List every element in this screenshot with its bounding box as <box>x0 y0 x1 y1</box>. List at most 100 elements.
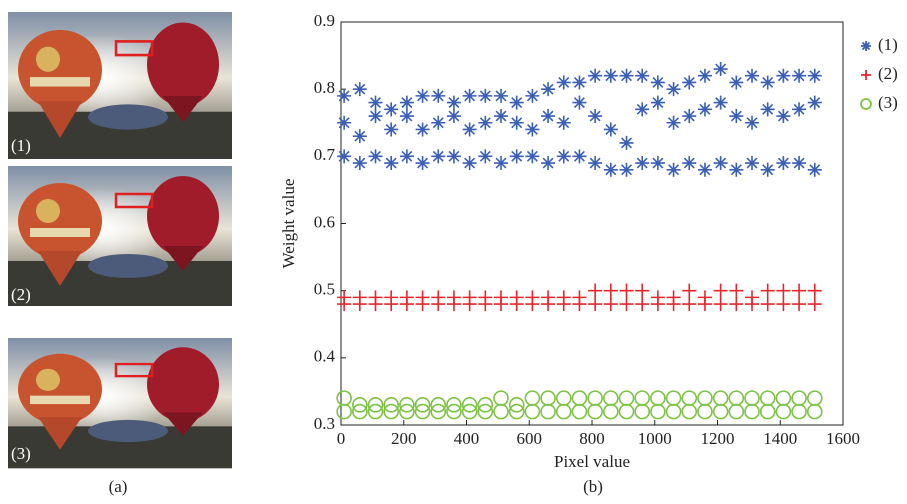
point <box>603 283 618 298</box>
point <box>494 156 509 171</box>
point <box>603 122 618 137</box>
y-axis-label: Weight value <box>279 179 298 269</box>
point <box>446 109 461 124</box>
point <box>603 162 618 177</box>
point <box>494 88 509 103</box>
point <box>603 297 618 312</box>
photo <box>6 164 234 308</box>
point <box>791 390 807 406</box>
point <box>415 297 430 312</box>
point <box>384 102 399 117</box>
point <box>556 297 571 312</box>
point <box>792 283 807 298</box>
point <box>337 115 352 130</box>
point <box>368 95 383 110</box>
point <box>807 162 822 177</box>
point <box>383 403 400 420</box>
point <box>508 397 525 413</box>
point <box>478 88 493 103</box>
point <box>713 62 728 77</box>
point <box>431 149 446 164</box>
x-tick-label: 1000 <box>638 429 672 448</box>
point <box>729 162 744 177</box>
point <box>415 122 430 137</box>
point <box>682 156 697 171</box>
point <box>666 115 681 130</box>
point <box>760 297 775 312</box>
point <box>336 390 352 406</box>
point <box>414 403 431 420</box>
point <box>745 156 760 171</box>
point <box>728 390 745 406</box>
point <box>494 109 509 124</box>
point <box>650 156 665 171</box>
point <box>681 403 698 420</box>
point <box>399 403 415 420</box>
point <box>399 297 414 312</box>
point <box>760 75 775 90</box>
point <box>587 390 603 406</box>
point <box>399 109 414 124</box>
point <box>384 297 399 312</box>
point <box>431 115 446 130</box>
point <box>525 88 540 103</box>
point <box>430 403 447 420</box>
point <box>462 122 477 137</box>
point <box>713 156 728 171</box>
point <box>728 403 745 420</box>
y-tick-label: 0.6 <box>314 212 335 231</box>
photo-label: (3) <box>11 444 31 463</box>
point <box>619 135 634 150</box>
point <box>572 75 587 90</box>
point <box>337 88 352 103</box>
point <box>807 68 822 83</box>
point <box>745 297 760 312</box>
point <box>352 403 368 420</box>
point <box>462 297 477 312</box>
point <box>682 297 697 312</box>
point <box>493 390 509 406</box>
y-tick-label: 0.4 <box>314 347 336 366</box>
point <box>759 403 776 420</box>
point <box>791 403 807 420</box>
point <box>431 88 446 103</box>
point <box>399 149 414 164</box>
point <box>509 95 524 110</box>
point <box>462 88 477 103</box>
point <box>682 75 697 90</box>
point <box>556 75 571 90</box>
point <box>541 82 556 97</box>
point <box>587 403 603 420</box>
point <box>806 403 823 420</box>
point <box>807 283 822 298</box>
point <box>384 122 399 137</box>
point <box>759 390 776 406</box>
point <box>509 149 524 164</box>
y-tick-label: 0.8 <box>314 78 335 97</box>
point <box>775 390 792 406</box>
point <box>776 283 791 298</box>
point <box>352 129 367 144</box>
point <box>588 156 603 171</box>
point <box>541 297 556 312</box>
legend-marker <box>860 98 872 110</box>
point <box>478 115 493 130</box>
legend-label: (3) <box>878 93 898 112</box>
point <box>431 297 446 312</box>
x-axis-label: Pixel value <box>554 452 630 471</box>
point <box>509 115 524 130</box>
point <box>713 95 728 110</box>
point <box>368 109 383 124</box>
point <box>477 403 494 420</box>
point <box>477 397 494 413</box>
point <box>792 297 807 312</box>
point <box>446 149 461 164</box>
point <box>775 403 792 420</box>
point <box>540 390 556 406</box>
point <box>697 102 712 117</box>
point <box>619 283 634 298</box>
point <box>603 68 618 83</box>
legend-label: (1) <box>878 35 898 54</box>
x-tick-label: 1200 <box>701 429 735 448</box>
point <box>745 68 760 83</box>
